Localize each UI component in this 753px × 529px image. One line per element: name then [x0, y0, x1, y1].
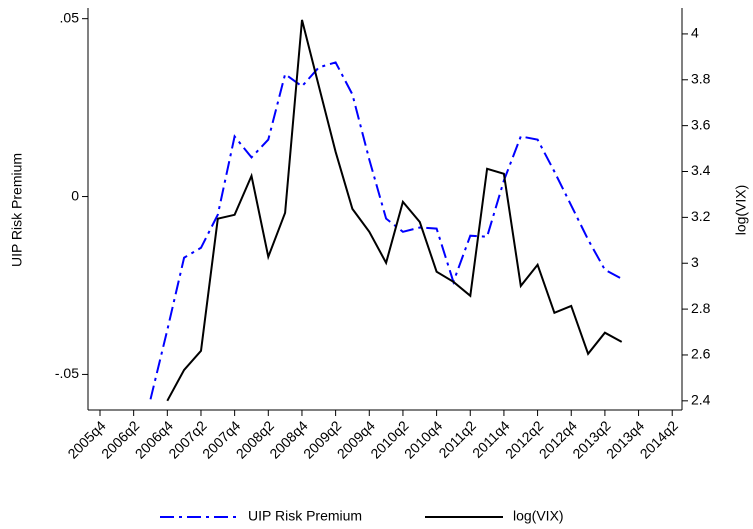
- series-line: [149, 61, 623, 400]
- y-tick-label: -.05: [55, 365, 79, 381]
- y2-tick-label: 3.6: [691, 116, 711, 132]
- series-line: [166, 19, 623, 402]
- y2-tick-label: 3.2: [691, 208, 711, 224]
- y2-tick-label: 3.4: [691, 162, 711, 178]
- x-tick-label: 2010q4: [401, 417, 445, 461]
- y2-tick-label: 3: [691, 254, 699, 270]
- y2-tick-label: 2.6: [691, 346, 711, 362]
- y2-axis-title: log(VIX): [733, 185, 749, 236]
- y2-tick-label: 2.4: [691, 392, 711, 408]
- legend-label: log(VIX): [513, 508, 564, 524]
- y2-tick-label: 4: [691, 25, 699, 41]
- x-tick-label: 2014q2: [637, 417, 681, 461]
- y-tick-label: .05: [60, 9, 80, 25]
- y-tick-label: 0: [71, 187, 79, 203]
- legend-label: UIP Risk Premium: [248, 508, 362, 524]
- y2-tick-label: 2.8: [691, 300, 711, 316]
- y2-tick-label: 3.8: [691, 70, 711, 86]
- y-axis-title: UIP Risk Premium: [9, 153, 25, 267]
